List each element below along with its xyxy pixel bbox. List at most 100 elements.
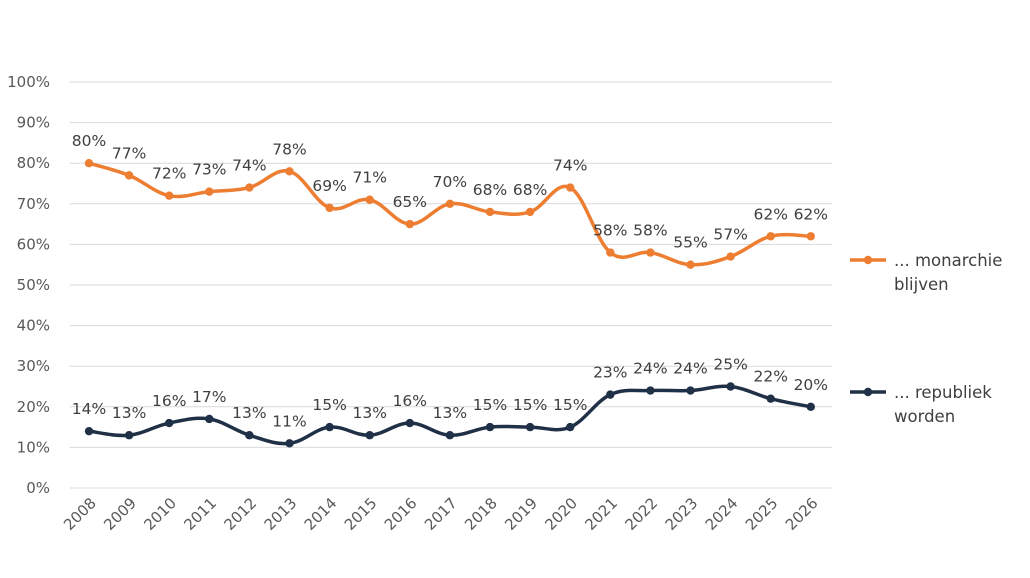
data-point-monarchie: [245, 183, 254, 192]
data-point-republiek: [365, 431, 374, 440]
data-point-monarchie: [285, 167, 294, 176]
data-label-republiek: 24%: [673, 360, 707, 378]
data-point-monarchie: [566, 183, 575, 192]
data-point-monarchie: [165, 191, 174, 200]
data-point-republiek: [525, 422, 535, 432]
x-tick-label: 2012: [220, 494, 260, 534]
x-axis: 2008 2009 2010 2011 2012 2013 2014 2015 2016 2017…: [60, 494, 822, 534]
data-point-republiek: [686, 386, 695, 395]
data-label-republiek: 13%: [112, 404, 146, 422]
data-point-monarchie: [686, 260, 695, 269]
data-point-republiek: [445, 431, 455, 440]
data-label-republiek: 13%: [232, 404, 266, 422]
data-label-republiek: 13%: [352, 404, 386, 422]
data-label-monarchie: 68%: [473, 181, 507, 199]
x-tick-label: 2022: [621, 494, 661, 534]
data-label-republiek: 20%: [794, 376, 828, 394]
data-label-monarchie: 68%: [513, 181, 547, 199]
data-label-monarchie: 71%: [352, 169, 386, 187]
y-tick-label: 0%: [26, 479, 50, 497]
data-point-monarchie: [525, 207, 535, 217]
legend-label-monarchie: ... monarchie: [894, 251, 1002, 270]
y-tick-label: 90%: [17, 114, 50, 132]
data-label-monarchie: 62%: [753, 205, 787, 223]
data-point-monarchie: [806, 232, 815, 241]
legend-label-republiek: worden: [894, 407, 955, 426]
data-label-republiek: 23%: [593, 364, 627, 382]
data-point-monarchie: [606, 248, 615, 257]
data-label-monarchie: 62%: [794, 205, 828, 223]
data-point-republiek: [84, 426, 94, 436]
data-point-republiek: [766, 394, 775, 403]
data-point-republiek: [606, 390, 615, 399]
y-axis: 0% 10% 20% 30% 40% 50% 60% 70% 80% 90% 100%: [7, 73, 50, 497]
data-point-monarchie: [325, 203, 334, 213]
x-tick-label: 2013: [261, 494, 301, 534]
data-point-monarchie: [365, 195, 374, 204]
data-point-monarchie: [84, 159, 94, 168]
legend-marker-monarchie: [863, 255, 873, 265]
x-tick-label: 2008: [60, 494, 100, 534]
data-label-monarchie: 73%: [192, 161, 226, 179]
data-label-republiek: 14%: [72, 400, 106, 418]
data-point-monarchie: [205, 187, 214, 196]
data-label-republiek: 16%: [152, 392, 186, 410]
y-tick-label: 20%: [17, 398, 50, 416]
data-point-republiek: [485, 422, 495, 432]
x-tick-label: 2016: [381, 494, 421, 534]
data-label-monarchie: 80%: [72, 132, 106, 150]
x-tick-label: 2025: [742, 494, 782, 534]
data-point-monarchie: [766, 232, 775, 241]
data-label-monarchie: 57%: [713, 226, 747, 244]
data-label-republiek: 16%: [393, 392, 427, 410]
x-tick-label: 2017: [421, 494, 461, 534]
data-label-monarchie: 65%: [393, 193, 427, 211]
y-tick-label: 60%: [17, 235, 50, 253]
legend-marker-republiek: [863, 387, 873, 397]
series-lines: [84, 159, 815, 448]
data-point-monarchie: [646, 248, 655, 257]
data-label-monarchie: 74%: [553, 157, 587, 175]
data-labels: 80% 77% 72% 73% 74% 78% 69% 71% 65% 70% 68% 68% 74% 5…: [72, 132, 828, 430]
x-tick-label: 2011: [180, 494, 220, 534]
data-label-republiek: 15%: [513, 396, 547, 414]
data-label-monarchie: 78%: [272, 140, 306, 158]
data-label-republiek: 17%: [192, 388, 226, 406]
data-point-monarchie: [405, 219, 414, 229]
y-tick-label: 80%: [17, 154, 50, 172]
legend-label-republiek: ... republiek: [894, 383, 992, 402]
data-label-monarchie: 58%: [633, 222, 667, 240]
data-point-republiek: [245, 431, 254, 440]
y-tick-label: 50%: [17, 276, 50, 294]
gridlines: [70, 81, 832, 489]
data-label-monarchie: 69%: [312, 177, 346, 195]
x-tick-label: 2015: [341, 494, 381, 534]
data-label-republiek: 24%: [633, 360, 667, 378]
data-point-monarchie: [485, 207, 495, 217]
data-point-monarchie: [124, 171, 134, 180]
data-label-republiek: 15%: [553, 396, 587, 414]
data-label-monarchie: 72%: [152, 165, 186, 183]
data-point-republiek: [124, 431, 134, 440]
data-point-republiek: [325, 422, 334, 432]
x-tick-label: 2009: [100, 494, 140, 534]
y-tick-label: 10%: [17, 438, 50, 456]
y-tick-label: 40%: [17, 317, 50, 335]
y-tick-label: 100%: [7, 73, 50, 91]
data-point-republiek: [165, 418, 174, 428]
data-point-republiek: [285, 439, 294, 448]
x-tick-label: 2018: [461, 494, 501, 534]
data-point-republiek: [806, 402, 815, 411]
data-point-republiek: [405, 418, 414, 428]
data-label-republiek: 25%: [713, 356, 747, 374]
x-tick-label: 2019: [501, 494, 541, 534]
data-point-republiek: [566, 422, 575, 432]
x-tick-label: 2024: [702, 494, 742, 534]
x-tick-label: 2023: [662, 494, 702, 534]
data-point-monarchie: [726, 252, 735, 261]
legend: ... monarchie blijven ... republiek worden: [850, 251, 1002, 426]
data-label-monarchie: 77%: [112, 144, 146, 162]
x-tick-label: 2010: [140, 494, 180, 534]
x-tick-label: 2014: [301, 494, 341, 534]
